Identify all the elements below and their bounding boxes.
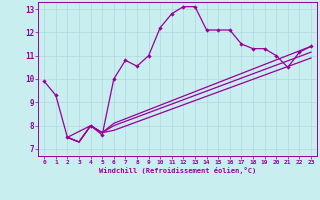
- X-axis label: Windchill (Refroidissement éolien,°C): Windchill (Refroidissement éolien,°C): [99, 167, 256, 174]
